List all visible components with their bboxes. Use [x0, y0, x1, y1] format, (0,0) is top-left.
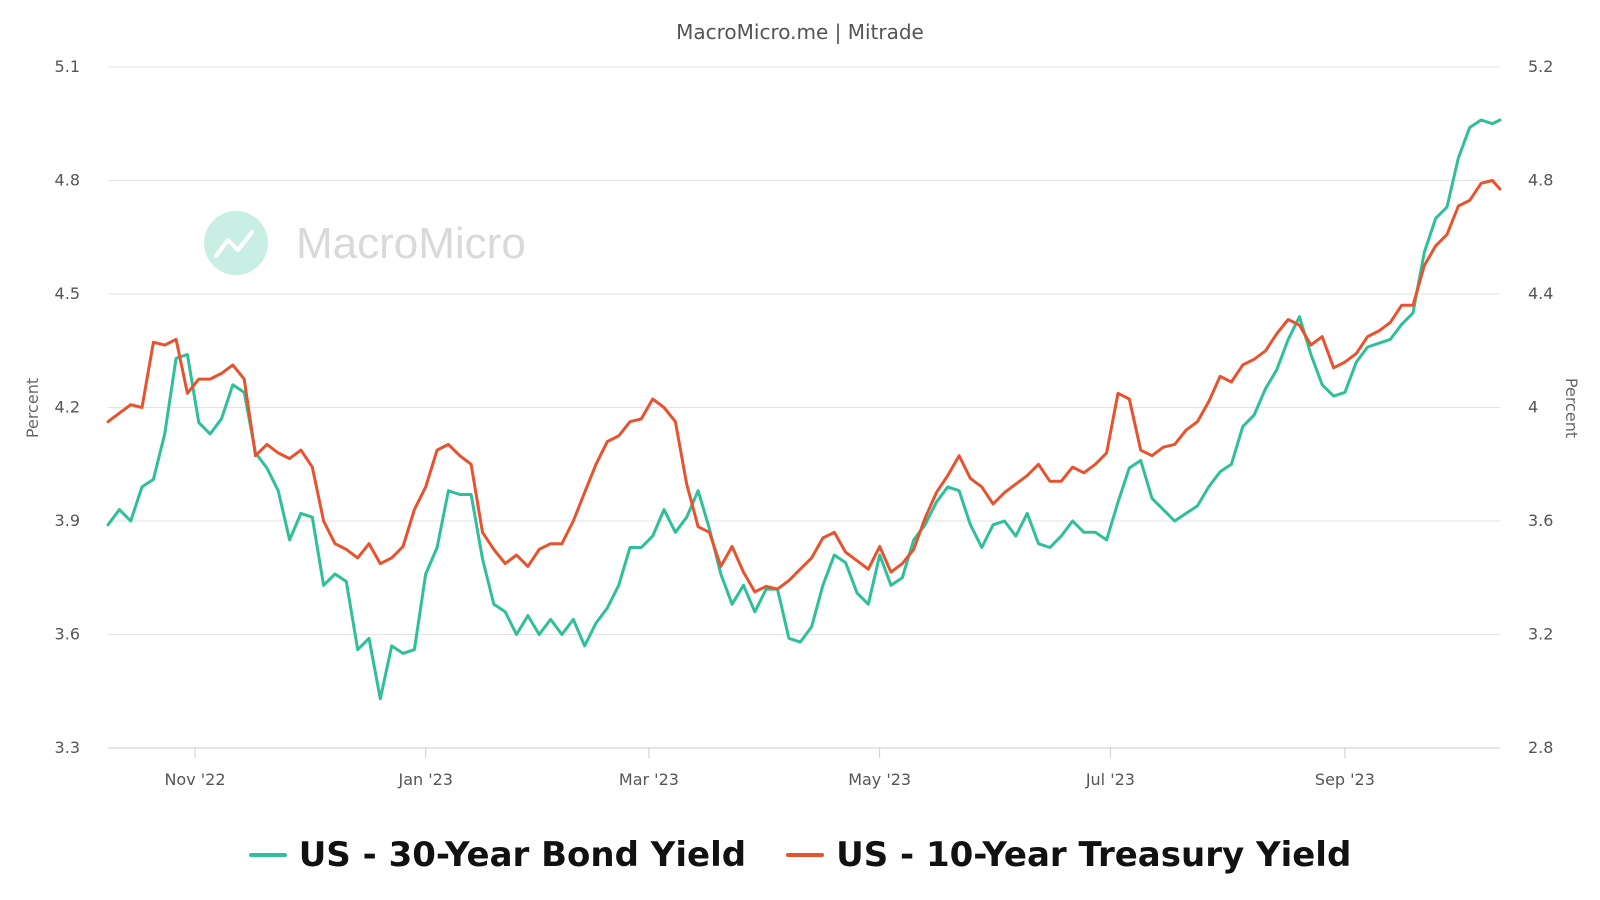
x-axis: Nov '22 Jan '23 Mar '23 May '23 Jul '23 Sep '…	[108, 747, 1500, 789]
left-tick-label: 4.2	[55, 398, 80, 417]
watermark-logo-icon	[204, 211, 268, 275]
watermark: MacroMicro	[204, 211, 526, 275]
right-tick-label: 4	[1528, 398, 1538, 417]
right-tick-label: 2.8	[1528, 738, 1553, 757]
grid	[108, 66, 1500, 749]
legend-item-10-year[interactable]: US - 10-Year Treasury Yield	[786, 835, 1351, 875]
right-tick-label: 4.8	[1528, 171, 1553, 190]
right-tick-label: 5.2	[1528, 57, 1553, 76]
legend-label-30-year: US - 30-Year Bond Yield	[298, 835, 747, 875]
left-tick-label: 3.3	[55, 738, 80, 757]
x-tick-label: May '23	[848, 770, 911, 789]
right-axis-label: Percent	[1562, 378, 1581, 438]
x-tick-label: Jul '23	[1085, 770, 1135, 789]
x-tick-label: Mar '23	[619, 770, 679, 789]
right-tick-label: 3.2	[1528, 625, 1553, 644]
right-tick-label: 4.4	[1528, 284, 1553, 303]
watermark-text: MacroMicro	[296, 219, 526, 268]
legend-swatch-30-year	[248, 853, 287, 857]
watermark-trend-icon	[214, 230, 254, 258]
series-line-30-year	[106, 118, 1502, 701]
legend-swatch-10-year	[786, 853, 825, 857]
left-tick-label: 5.1	[55, 57, 80, 76]
right-tick-label: 3.6	[1528, 511, 1553, 530]
left-axis-label: Percent	[23, 378, 42, 438]
legend-label-10-year: US - 10-Year Treasury Yield	[836, 835, 1352, 875]
series-layer	[106, 118, 1502, 701]
left-axis: 3.3 3.6 3.9 4.2 4.5 4.8 5.1	[55, 57, 80, 757]
legend-item-30-year[interactable]: US - 30-Year Bond Yield	[248, 835, 747, 875]
left-tick-label: 3.9	[55, 511, 80, 530]
left-tick-label: 4.8	[55, 171, 80, 190]
right-axis: 2.8 3.2 3.6 4 4.4 4.8 5.2	[1528, 57, 1553, 757]
left-tick-label: 3.6	[55, 625, 80, 644]
left-tick-label: 4.5	[55, 284, 80, 303]
x-tick-label: Jan '23	[397, 770, 453, 789]
chart-title: MacroMicro.me | Mitrade	[676, 20, 924, 44]
series-line-10-year	[106, 179, 1502, 594]
chart-plot: MacroMicro 3.3 3.6 3.9 4.2 4.5 4.8 5.1 2.8 3.2 3…	[23, 57, 1581, 789]
x-tick-label: Nov '22	[164, 770, 225, 789]
x-tick-label: Sep '23	[1315, 770, 1375, 789]
legend: US - 30-Year Bond Yield US - 10-Year Tre…	[0, 830, 1600, 880]
